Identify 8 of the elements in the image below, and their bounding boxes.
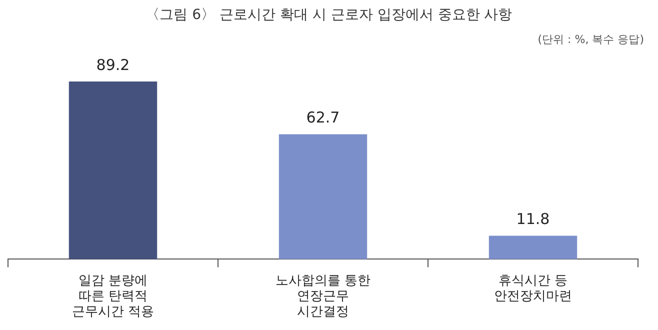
- x-tick-label: 노사합의를 통한 연장근무 시간결정: [275, 273, 371, 320]
- chart-subtitle: (단위 : %, 복수 응답): [538, 32, 644, 47]
- data-label: 89.2: [96, 56, 130, 74]
- x-tick-label: 일감 분량에 따른 탄력적 근무시간 적용: [72, 273, 154, 320]
- data-label: 11.8: [516, 210, 550, 228]
- chart-title: 〈그림 6〉 근로시간 확대 시 근로자 입장에서 중요한 사항: [144, 6, 514, 24]
- data-label: 62.7: [306, 108, 340, 127]
- x-tick-label: 휴식시간 등 안전장치마련: [494, 273, 572, 304]
